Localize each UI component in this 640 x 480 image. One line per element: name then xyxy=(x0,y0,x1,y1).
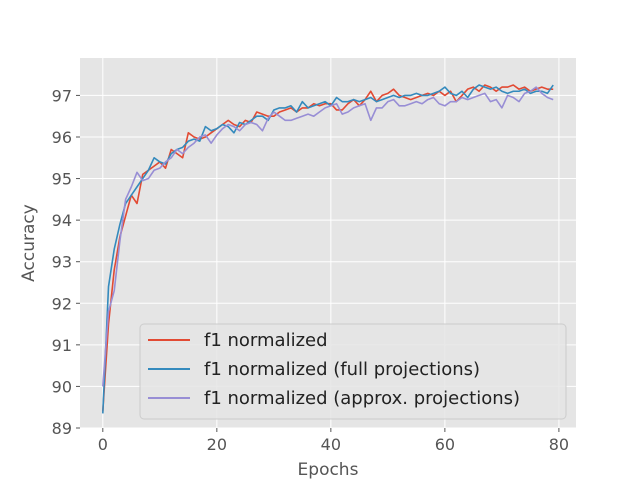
y-tick-label: 90 xyxy=(52,377,72,396)
y-tick-label: 91 xyxy=(52,336,72,355)
y-tick-label: 95 xyxy=(52,170,72,189)
x-axis-label: Epochs xyxy=(298,460,359,480)
x-tick-label: 40 xyxy=(321,435,341,454)
legend-label-1: f1 normalized xyxy=(204,330,328,351)
y-tick-label: 93 xyxy=(52,253,72,272)
legend-label-2: f1 normalized (full projections) xyxy=(204,359,480,380)
x-tick-label: 20 xyxy=(207,435,227,454)
x-tick-label: 80 xyxy=(549,435,569,454)
x-tick-label: 0 xyxy=(98,435,108,454)
series-line-3 xyxy=(102,86,554,387)
series-lines xyxy=(102,84,554,414)
y-tick-label: 94 xyxy=(52,211,72,230)
x-tick-label: 60 xyxy=(435,435,455,454)
legend-box xyxy=(139,323,567,420)
axis-ticks: 89 90 91 92 93 94 95 96 97 0 20 40 60 80 xyxy=(52,86,569,454)
y-tick-label: 89 xyxy=(52,419,72,438)
legend-label-3: f1 normalized (approx. projections) xyxy=(204,388,520,409)
series-line-2 xyxy=(102,84,554,414)
legend: f1 normalized f1 normalized (full project… xyxy=(139,323,567,420)
y-axis-label: Accuracy xyxy=(19,204,39,282)
y-tick-label: 97 xyxy=(52,86,72,105)
y-tick-label: 92 xyxy=(52,294,72,313)
y-tick-label: 96 xyxy=(52,128,72,147)
